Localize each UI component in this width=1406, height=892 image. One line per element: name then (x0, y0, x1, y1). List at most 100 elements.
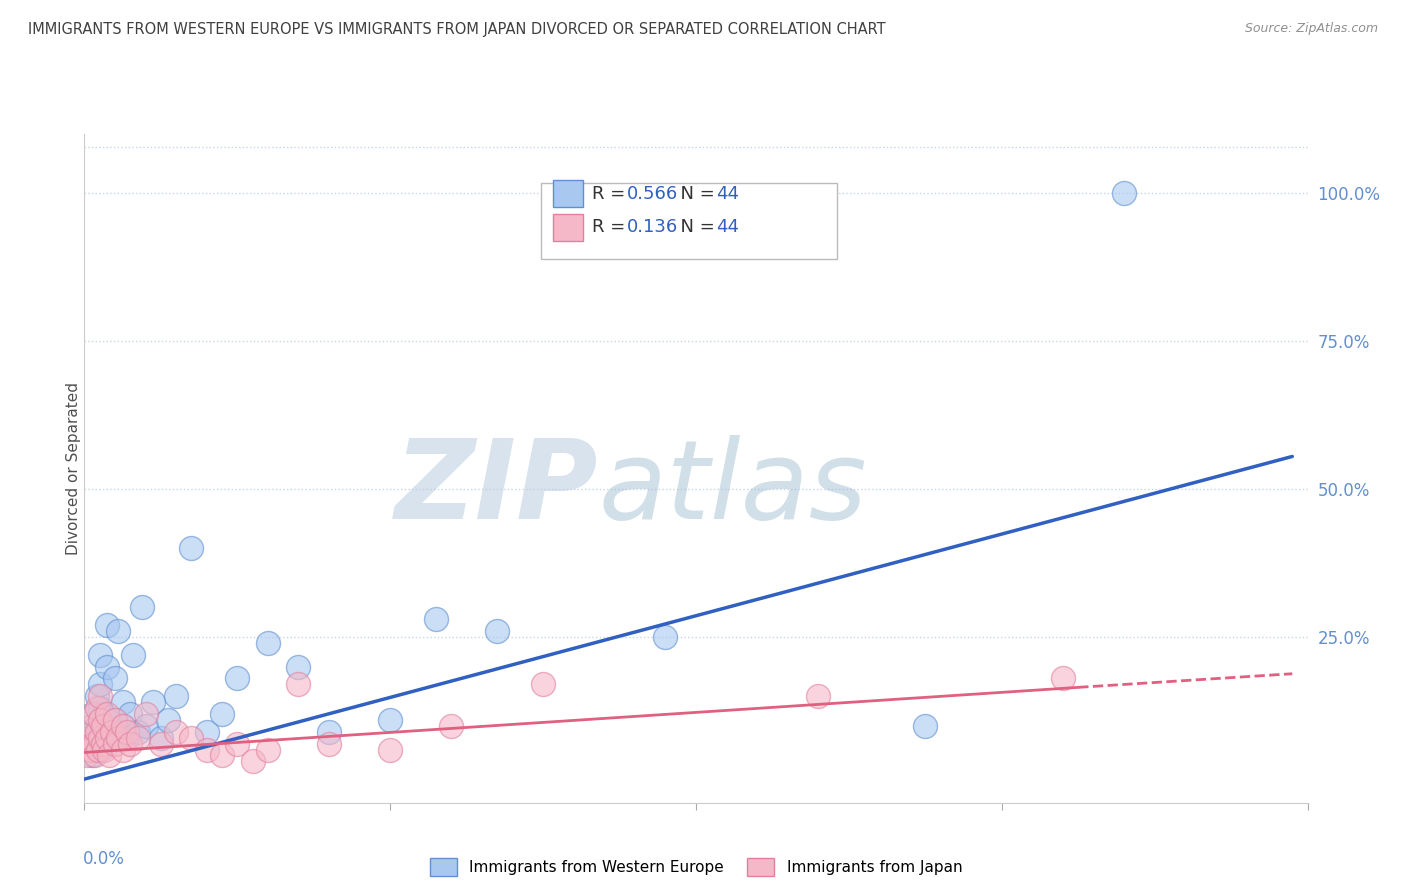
Point (287, 659, 309, 673)
Point (91, 719, 114, 733)
Point (93, 706, 115, 721)
Point (91, 731, 114, 745)
Point (157, 713, 180, 727)
Point (93, 742, 115, 756)
Point (165, 690, 187, 704)
Point (380, 713, 402, 727)
Point (89, 731, 111, 745)
Point (89, 701, 111, 715)
Point (84, 748, 107, 763)
Point (107, 731, 129, 745)
Point (440, 719, 463, 733)
Point (111, 719, 134, 733)
Point (89, 713, 111, 727)
Text: R =: R = (592, 185, 631, 202)
Point (257, 742, 280, 756)
Point (101, 724, 124, 739)
Point (531, 677, 554, 691)
Point (107, 624, 129, 639)
Point (115, 731, 138, 745)
Text: Source: ZipAtlas.com: Source: ZipAtlas.com (1244, 22, 1378, 36)
Point (654, 630, 676, 644)
Point (111, 719, 134, 733)
Point (1052, 672, 1074, 686)
Text: atlas: atlas (598, 435, 866, 541)
Point (211, 706, 233, 721)
Point (104, 737, 127, 751)
Text: N =: N = (669, 219, 721, 236)
Point (131, 600, 153, 615)
Point (76, 748, 98, 763)
Point (257, 636, 280, 650)
Point (226, 672, 249, 686)
Point (79, 742, 101, 756)
Point (195, 742, 218, 756)
Text: 44: 44 (716, 185, 738, 202)
Point (77, 731, 100, 745)
Text: R =: R = (592, 219, 631, 236)
Point (211, 748, 233, 763)
Point (89, 690, 111, 704)
Point (149, 731, 172, 745)
Text: ZIP: ZIP (395, 435, 598, 541)
Point (104, 713, 127, 727)
Point (135, 706, 157, 721)
Point (807, 690, 830, 704)
Point (135, 719, 157, 733)
Point (149, 737, 172, 751)
Text: 44: 44 (716, 219, 738, 236)
Point (80, 731, 103, 745)
Point (287, 677, 309, 691)
Point (195, 724, 218, 739)
Point (127, 731, 149, 745)
Point (1114, 186, 1136, 200)
Point (242, 755, 264, 769)
Point (80, 719, 103, 733)
Point (89, 648, 111, 662)
Point (486, 624, 509, 639)
Point (122, 648, 145, 662)
Point (914, 719, 936, 733)
Point (380, 742, 402, 756)
Point (80, 706, 103, 721)
Point (120, 737, 142, 751)
Point (120, 706, 142, 721)
Point (180, 541, 202, 556)
Text: IMMIGRANTS FROM WESTERN EUROPE VS IMMIGRANTS FROM JAPAN DIVORCED OR SEPARATED CO: IMMIGRANTS FROM WESTERN EUROPE VS IMMIGR… (28, 22, 886, 37)
Point (318, 737, 340, 751)
Legend: Immigrants from Western Europe, Immigrants from Japan: Immigrants from Western Europe, Immigran… (423, 852, 969, 882)
Point (83, 706, 105, 721)
Point (83, 737, 105, 751)
Point (84, 737, 107, 751)
Point (96, 706, 118, 721)
Point (86, 690, 108, 704)
Point (91, 737, 114, 751)
Point (425, 612, 447, 626)
Text: 0.566: 0.566 (627, 185, 678, 202)
Point (104, 672, 127, 686)
Point (180, 731, 202, 745)
Point (142, 695, 165, 709)
Point (80, 748, 103, 763)
Point (89, 724, 111, 739)
Point (226, 737, 249, 751)
Point (89, 742, 111, 756)
Point (127, 724, 149, 739)
Point (96, 659, 118, 673)
Point (86, 724, 108, 739)
Point (87, 742, 110, 756)
Text: 0.0%: 0.0% (83, 849, 125, 868)
Point (97, 748, 120, 763)
Point (86, 701, 108, 715)
Point (104, 713, 127, 727)
Point (111, 742, 134, 756)
Y-axis label: Divorced or Separated: Divorced or Separated (66, 382, 80, 555)
Point (86, 719, 108, 733)
Point (96, 618, 118, 632)
Point (115, 724, 138, 739)
Text: N =: N = (669, 185, 721, 202)
Point (101, 731, 124, 745)
Point (111, 695, 134, 709)
Text: 0.136: 0.136 (627, 219, 678, 236)
Point (165, 724, 187, 739)
